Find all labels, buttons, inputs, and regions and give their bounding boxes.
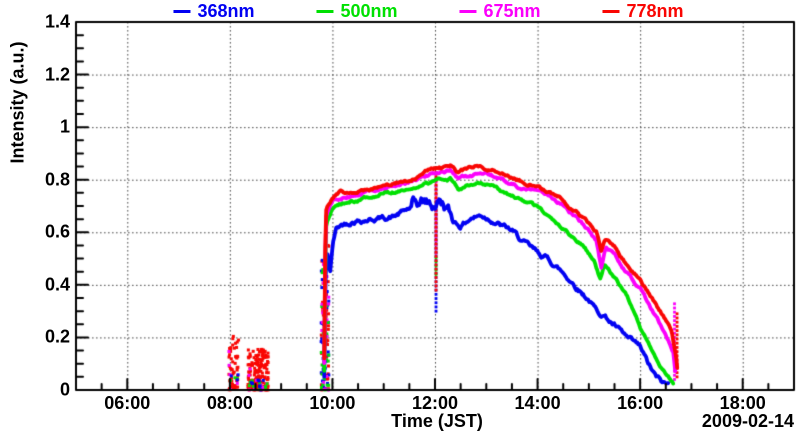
y-tick-label: 1.2 [44, 64, 70, 85]
legend-label: 500nm [340, 1, 398, 21]
x-tick-label: 08:00 [206, 393, 253, 413]
legend-line-swatch-368nm [173, 10, 191, 13]
y-tick-label: 0.6 [44, 221, 70, 242]
y-tick-label: 0.8 [44, 169, 70, 190]
x-tick-label: 12:00 [411, 393, 459, 413]
legend-label: 675nm [483, 1, 541, 21]
legend-line-swatch-675nm [459, 10, 477, 13]
legend-line-swatch-778nm [602, 10, 620, 13]
legend-entry-675nm: 675nm [459, 1, 541, 22]
legend-label: 368nm [197, 1, 255, 21]
y-tick-label: 1 [59, 116, 70, 137]
x-tick-label: 16:00 [617, 393, 664, 413]
legend-label: 778nm [626, 1, 684, 21]
legend-line-swatch-500nm [316, 10, 334, 13]
y-tick-label: 0 [59, 379, 70, 400]
x-tick-label: 18:00 [719, 393, 766, 413]
x-tick-label: 10:00 [309, 393, 356, 413]
x-tick-label: 14:00 [514, 393, 561, 413]
x-tick-label: 06:00 [104, 393, 151, 413]
y-tick-label: 0.2 [44, 326, 70, 347]
x-axis-title: Time (JST) [391, 411, 483, 431]
date-label: 2009-02-14 [701, 411, 794, 431]
legend-entry-368nm: 368nm [173, 1, 255, 22]
y-tick-label: 0.4 [44, 274, 70, 295]
legend-entry-778nm: 778nm [602, 1, 684, 22]
y-tick-label: 1.4 [44, 11, 70, 32]
legend-entry-500nm: 500nm [316, 1, 398, 22]
